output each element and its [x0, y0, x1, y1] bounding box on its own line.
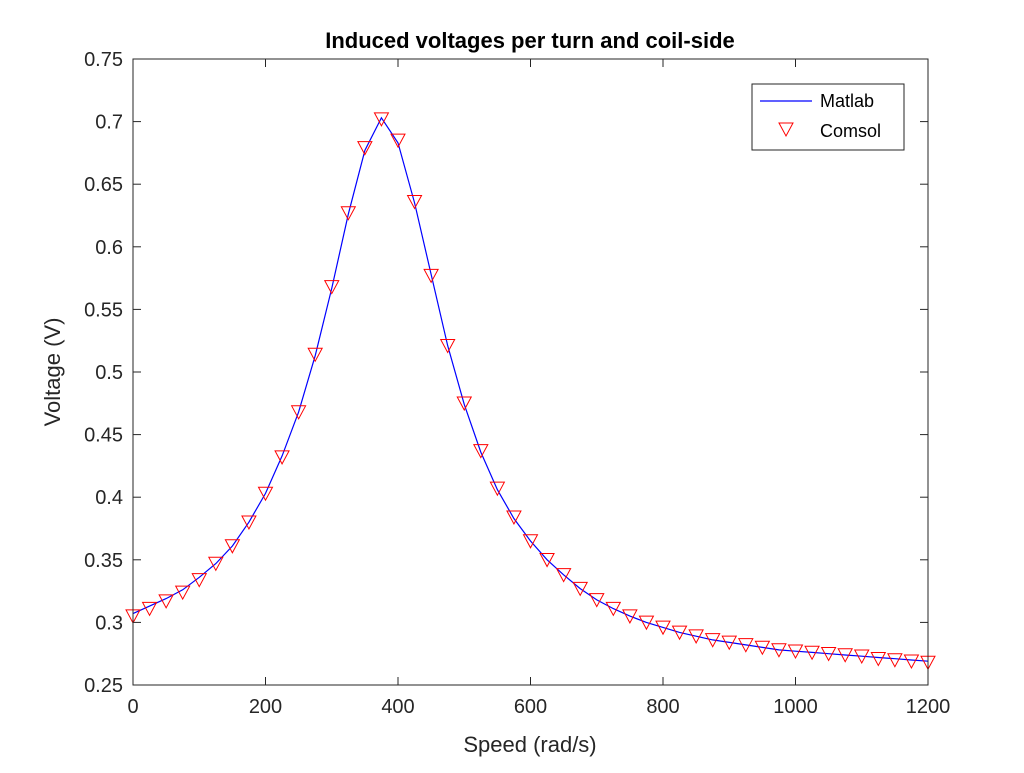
comsol-marker — [870, 651, 887, 667]
legend: Matlab Comsol — [751, 83, 905, 151]
x-axis-label: Speed (rad/s) — [463, 732, 596, 757]
comsol-marker — [622, 609, 638, 624]
y-tick-label: 0.45 — [84, 425, 123, 447]
comsol-marker — [340, 206, 357, 221]
legend-box — [751, 83, 905, 151]
comsol-marker — [506, 510, 522, 526]
comsol-marker — [539, 553, 555, 568]
comsol-marker — [820, 646, 837, 662]
legend-comsol-marker — [778, 122, 794, 138]
plot-area — [133, 59, 928, 685]
comsol-marker — [439, 338, 456, 354]
comsol-marker — [737, 638, 754, 653]
comsol-marker — [522, 534, 539, 549]
y-tick-label: 0.25 — [84, 675, 123, 697]
comsol-marker — [406, 194, 423, 210]
comsol-marker — [804, 645, 820, 661]
comsol-marker — [655, 620, 671, 636]
comsol-marker — [688, 629, 704, 644]
comsol-marker — [191, 573, 208, 588]
comsol-marker — [605, 601, 622, 617]
comsol-marker — [903, 654, 920, 670]
comsol-marker — [456, 396, 473, 412]
comsol-marker — [853, 649, 870, 665]
comsol-marker — [588, 593, 605, 608]
comsol-marker — [158, 594, 174, 609]
comsol-marker — [787, 644, 804, 659]
comsol-marker — [887, 653, 903, 668]
y-tick-label: 0.35 — [84, 550, 123, 572]
y-tick-label: 0.4 — [95, 487, 123, 509]
comsol-marker — [274, 450, 290, 465]
comsol-marker — [489, 481, 506, 497]
x-tick-label: 1000 — [773, 696, 818, 718]
comsol-marker — [754, 640, 771, 656]
comsol-marker — [290, 405, 307, 420]
comsol-marker — [357, 141, 373, 156]
series-layer — [125, 112, 936, 671]
comsol-marker — [307, 347, 324, 363]
x-tick-label: 0 — [127, 696, 138, 718]
comsol-marker — [141, 601, 158, 617]
comsol-marker — [472, 444, 489, 459]
y-tick-label: 0.5 — [95, 362, 123, 384]
legend-matlab-label: Matlab — [820, 91, 874, 111]
comsol-marker — [323, 280, 340, 295]
y-axis-label: Voltage (V) — [40, 318, 65, 427]
series-line-matlab — [132, 116, 929, 662]
comsol-marker — [837, 648, 854, 663]
comsol-marker — [241, 515, 257, 531]
comsol-marker — [771, 643, 787, 658]
y-tick-label: 0.6 — [95, 237, 123, 259]
comsol-marker — [555, 568, 572, 583]
y-tick-label: 0.55 — [84, 299, 123, 321]
comsol-marker — [721, 635, 738, 651]
chart-title: Induced voltages per turn and coil-side — [325, 28, 735, 53]
y-tick-label: 0.3 — [95, 612, 123, 634]
x-tick-label: 600 — [514, 696, 547, 718]
comsol-marker — [390, 133, 406, 149]
comsol-marker — [174, 585, 191, 601]
comsol-marker — [638, 615, 655, 631]
y-tick-label: 0.7 — [95, 112, 123, 134]
ticks-layer: 0 200 400 600 800 1000 1200 0.25 0.3 0.35 0.4 0.45 0… — [84, 49, 950, 718]
comsol-marker — [224, 539, 241, 554]
x-tick-label: 200 — [249, 696, 282, 718]
x-tick-label: 400 — [381, 696, 414, 718]
y-tick-label: 0.65 — [84, 174, 123, 196]
comsol-marker — [257, 486, 274, 502]
y-tick-label: 0.75 — [84, 49, 123, 71]
x-tick-label: 800 — [646, 696, 679, 718]
comsol-marker — [207, 556, 224, 572]
x-tick-label: 1200 — [906, 696, 951, 718]
legend-comsol-label: Comsol — [820, 121, 881, 141]
comsol-marker — [572, 581, 589, 597]
comsol-marker — [671, 625, 688, 641]
comsol-marker — [423, 268, 439, 284]
comsol-marker — [373, 112, 390, 127]
comsol-marker — [704, 633, 721, 648]
